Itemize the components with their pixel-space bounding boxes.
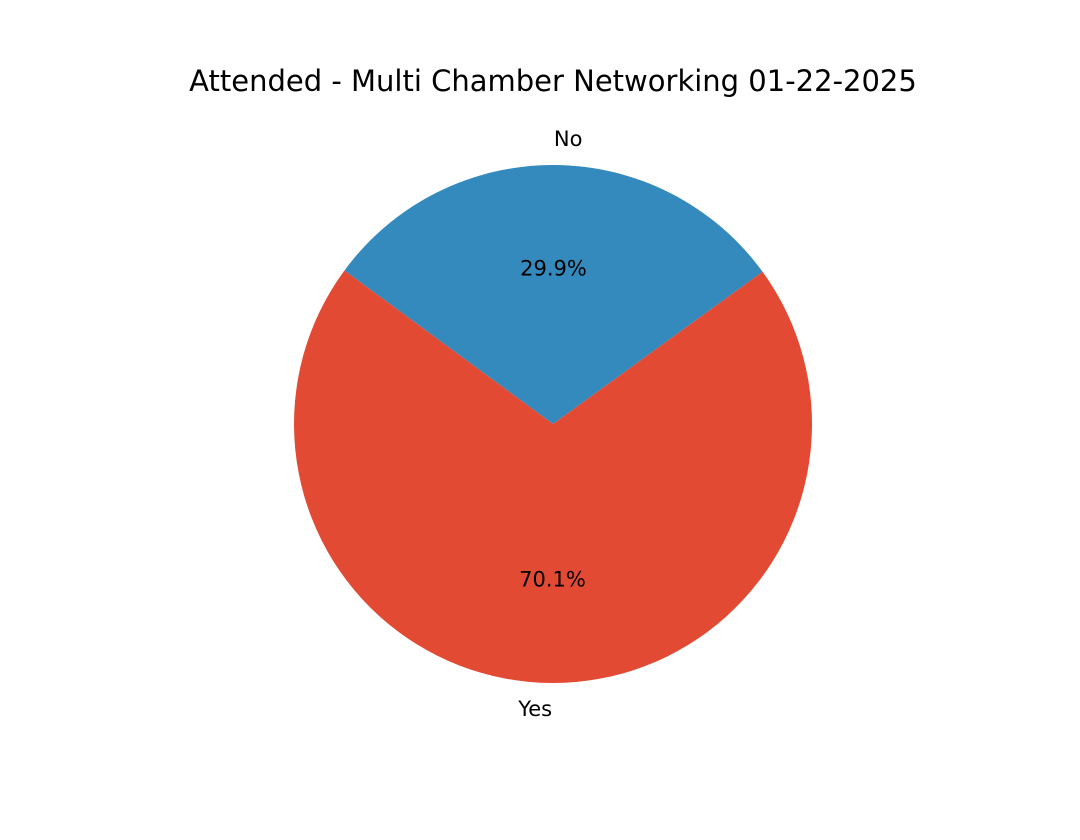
chart-title: Attended - Multi Chamber Networking 01-2… [189, 64, 917, 98]
slices-group [294, 164, 813, 683]
pct-label-no: 29.9% [520, 257, 587, 281]
pie-slice-yes [294, 270, 813, 683]
labels-group: 29.9% No 70.1% Yes [517, 127, 587, 721]
pie-slice-no [344, 164, 763, 424]
slice-label-no: No [554, 127, 583, 151]
slice-label-yes: Yes [517, 697, 552, 721]
pct-label-yes: 70.1% [519, 567, 586, 591]
